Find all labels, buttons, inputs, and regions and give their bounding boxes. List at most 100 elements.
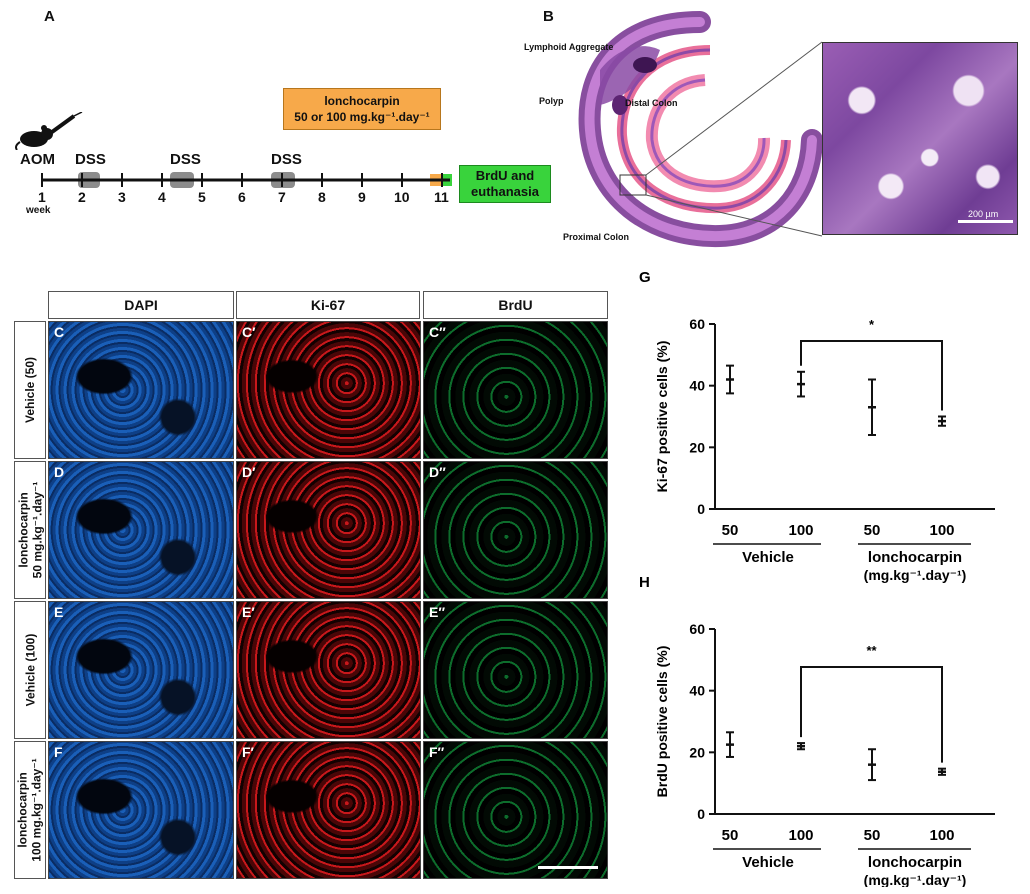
drug-name: lonchocarpin <box>324 94 400 108</box>
x-tick-label: 100 <box>929 827 954 844</box>
label-distal-colon: Distal Colon <box>625 98 678 108</box>
x-tick-label: 100 <box>788 827 813 844</box>
label-lymphoid-aggregate: Lymphoid Aggregate <box>524 42 614 52</box>
group-label-drug: lonchocarpin <box>868 549 962 566</box>
timeline-tick-label: 10 <box>394 189 410 205</box>
panel-label-b: B <box>543 8 554 25</box>
micrograph-ki67-3: E′ <box>236 601 421 739</box>
dss-label-2: DSS <box>170 151 201 168</box>
header-brdu: BrdU <box>423 291 608 319</box>
x-tick-label: 50 <box>722 522 739 539</box>
y-axis-label: BrdU positive cells (%) <box>654 646 670 798</box>
micrograph-ki67-1: C′ <box>236 321 421 459</box>
label-proximal-colon: Proximal Colon <box>563 232 630 242</box>
week-label: week <box>26 205 51 216</box>
row-label-4: lonchocarpin 100 mg.kg⁻¹.day⁻¹ <box>14 741 46 879</box>
micrograph-tag: E <box>54 604 64 620</box>
y-tick-label: 20 <box>689 439 705 455</box>
group-label-units: (mg.kg⁻¹.day⁻¹) <box>864 872 967 887</box>
timeline-tick-label: 11 <box>434 189 449 205</box>
y-tick-label: 60 <box>689 621 705 637</box>
micrograph-tag: F′ <box>242 744 254 760</box>
timeline-tick-label: 2 <box>78 189 86 205</box>
scale-bar-label: 200 µm <box>968 209 999 219</box>
micrograph-dapi-3: E <box>48 601 234 739</box>
significance-bracket <box>800 340 943 411</box>
header-dapi: DAPI <box>48 291 234 319</box>
panel-label-a: A <box>44 8 55 25</box>
data-point-1 <box>726 731 734 758</box>
endpoint-box: BrdU and euthanasia <box>459 165 551 203</box>
chart-h: H 0 20 40 60 BrdU positive cells (%) 50 100 50 10… <box>639 574 995 887</box>
y-tick-label: 20 <box>689 744 705 760</box>
micrograph-tag: F″ <box>429 744 445 760</box>
micrograph-tag: C′ <box>242 324 256 340</box>
dss-label-1: DSS <box>75 151 106 168</box>
micrograph-tag: D <box>54 464 65 480</box>
x-tick-label: 50 <box>864 827 881 844</box>
data-point-4 <box>938 767 946 776</box>
panel-label-h: H <box>639 574 650 591</box>
drug-treatment-box: lonchocarpin 50 or 100 mg.kg⁻¹.day⁻¹ <box>283 88 441 130</box>
y-tick-label: 40 <box>689 683 705 699</box>
aom-label: AOM <box>20 151 55 168</box>
mouse-syringe-icon <box>15 112 83 150</box>
y-tick-label: 60 <box>689 316 705 332</box>
y-tick-label: 0 <box>697 501 705 517</box>
row-label-2: lonchocarpin 50 mg.kg⁻¹.day⁻¹ <box>14 461 46 599</box>
dss-label-3: DSS <box>271 151 302 168</box>
timeline-tick-label: 4 <box>158 189 166 205</box>
row-label-3: Vehicle (100) <box>14 601 46 739</box>
row-label-text: lonchocarpin 100 mg.kg⁻¹.day⁻¹ <box>16 758 44 862</box>
data-point-3 <box>868 748 876 782</box>
micro-scale-bar <box>538 866 598 869</box>
micrograph-brdu-4: F″ <box>423 741 608 879</box>
group-label-units: (mg.kg⁻¹.day⁻¹) <box>864 567 967 583</box>
micrograph-dapi-4: F <box>48 741 234 879</box>
x-tick-label: 50 <box>864 522 881 539</box>
row-label-text: Vehicle (100) <box>23 633 37 707</box>
x-tick-label: 100 <box>929 522 954 539</box>
data-point-2 <box>797 742 805 751</box>
group-label-drug: lonchocarpin <box>868 854 962 871</box>
histology-zoom-image: 200 µm <box>822 42 1018 235</box>
row-label-text: lonchocarpin 50 mg.kg⁻¹.day⁻¹ <box>16 481 45 579</box>
x-tick-label: 100 <box>788 522 813 539</box>
micrograph-tag: D′ <box>242 464 256 480</box>
micrograph-tag: F <box>54 744 63 760</box>
chart-g: G 0 20 40 60 Ki-67 positive cells (%) 50 100 50 1… <box>639 269 995 583</box>
micrograph-ki67-2: D′ <box>236 461 421 599</box>
group-label-vehicle: Vehicle <box>742 854 794 871</box>
header-ki67: Ki-67 <box>236 291 420 319</box>
data-point-2 <box>797 370 805 398</box>
micrograph-dapi-2: D <box>48 461 234 599</box>
micrograph-tag: E′ <box>242 604 255 620</box>
panel-label-g: G <box>639 269 651 286</box>
data-point-1 <box>726 364 734 395</box>
swiss-roll-image <box>578 11 823 248</box>
x-tick-label: 50 <box>722 827 739 844</box>
endpoint-line1: BrdU and <box>475 168 535 183</box>
data-point-4 <box>938 415 946 427</box>
micrograph-brdu-2: D″ <box>423 461 608 599</box>
micrograph-tag: D″ <box>429 464 446 480</box>
micrograph-brdu-1: C″ <box>423 321 608 459</box>
significance-marker: ** <box>866 643 877 658</box>
drug-dose: 50 or 100 mg.kg⁻¹.day⁻¹ <box>294 110 430 124</box>
y-axis-label: Ki-67 positive cells (%) <box>654 341 670 493</box>
micrograph-tag: C″ <box>429 324 446 340</box>
group-label-vehicle: Vehicle <box>742 549 794 566</box>
timeline-tick-label: 8 <box>318 189 326 205</box>
endpoint-line2: euthanasia <box>471 184 539 199</box>
micrograph-tag: C <box>54 324 65 340</box>
row-label-1: Vehicle (50) <box>14 321 46 459</box>
micrograph-brdu-3: E″ <box>423 601 608 739</box>
label-polyp: Polyp <box>539 96 564 106</box>
scale-bar <box>958 220 1013 223</box>
timeline-tick-label: 6 <box>238 189 246 205</box>
timeline-tick-label: 1 <box>38 189 46 205</box>
micrograph-dapi-1: C <box>48 321 234 459</box>
timeline-axis <box>41 172 452 188</box>
data-point-3 <box>868 378 876 436</box>
row-label-text: Vehicle (50) <box>23 356 38 424</box>
